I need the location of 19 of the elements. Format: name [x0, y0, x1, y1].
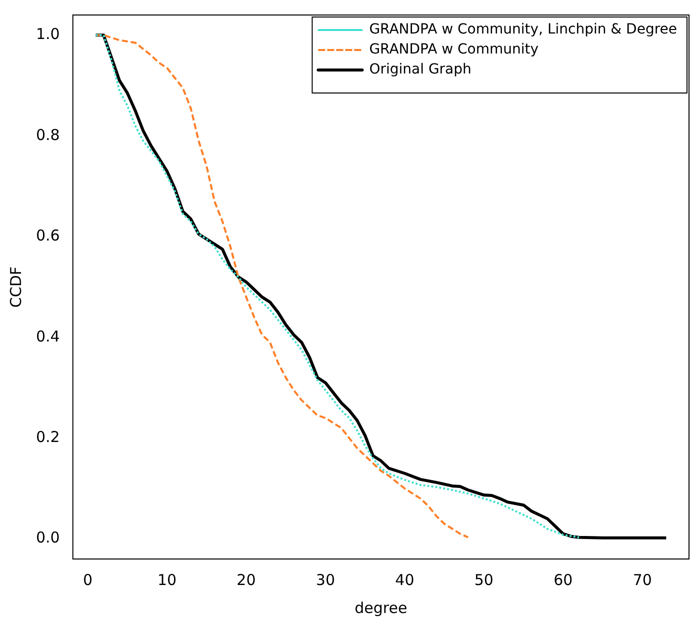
legend-label: Original Graph [369, 62, 472, 78]
y-axis-title: CCDF [6, 266, 25, 308]
x-tick-label: 10 [157, 570, 177, 589]
x-tick-label: 30 [316, 570, 336, 589]
x-tick-label: 0 [82, 570, 93, 589]
legend-label: GRANDPA w Community [369, 42, 539, 58]
y-tick-label: 0.0 [36, 528, 60, 547]
x-tick-label: 70 [632, 570, 652, 589]
y-tick-label: 0.2 [36, 428, 60, 446]
x-tick-label: 20 [236, 570, 256, 589]
legend-label: GRANDPA w Community, Linchpin & Degree [369, 22, 677, 38]
x-tick-label: 40 [395, 570, 414, 589]
x-tick-label: 60 [554, 570, 573, 589]
x-axis-title: degree [354, 598, 408, 617]
x-tick-label: 50 [474, 570, 494, 589]
y-tick-label: 0.4 [36, 327, 60, 346]
y-tick-label: 1.0 [36, 25, 60, 44]
y-tick-label: 0.8 [36, 126, 60, 144]
y-tick-label: 0.6 [36, 226, 60, 245]
